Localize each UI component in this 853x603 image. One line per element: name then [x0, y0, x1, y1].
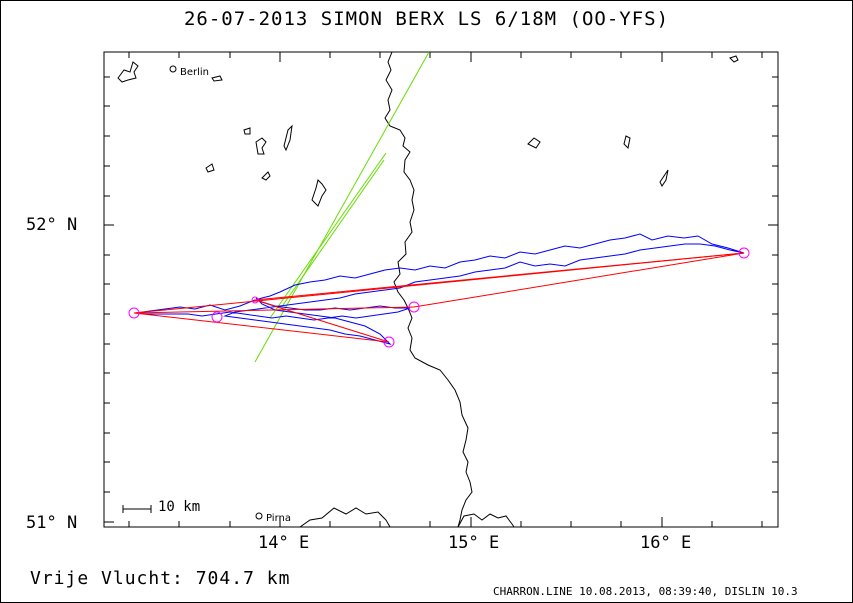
footer-info: CHARRON.LINE 10.08.2013, 08:39:40, DISLI… — [493, 585, 798, 598]
waypoints — [128, 247, 750, 348]
plot-border — [103, 51, 779, 528]
flight-title: 26-07-2013 SIMON BERX LS 6/18M (OO-YFS) — [183, 8, 670, 30]
border-southwest — [299, 507, 391, 528]
right-ticks — [768, 76, 778, 493]
pirna-marker — [255, 512, 263, 520]
free-flight-distance: Vrije Vlucht: 704.7 km — [30, 568, 291, 589]
border-south — [457, 513, 515, 528]
scale-bar — [122, 505, 152, 513]
bottom-ticks — [128, 517, 763, 527]
town-label-berlin: Berlin — [180, 67, 210, 78]
lakes — [117, 55, 739, 207]
airspace-lines — [254, 51, 430, 363]
lat-label-51: 51° N — [26, 513, 78, 533]
country-border — [384, 51, 473, 528]
town-label-pirna: Pirna — [266, 513, 291, 524]
top-ticks — [128, 52, 763, 62]
left-ticks — [104, 76, 114, 523]
lon-label-16: 16° E — [640, 533, 692, 553]
scale-bar-label: 10 km — [158, 499, 201, 515]
lat-label-52: 52° N — [26, 215, 78, 235]
lon-label-14: 14° E — [258, 533, 310, 553]
lon-label-15: 15° E — [448, 533, 500, 553]
task-lines — [133, 252, 745, 343]
flight-track — [135, 233, 745, 345]
berlin-marker — [169, 65, 177, 73]
